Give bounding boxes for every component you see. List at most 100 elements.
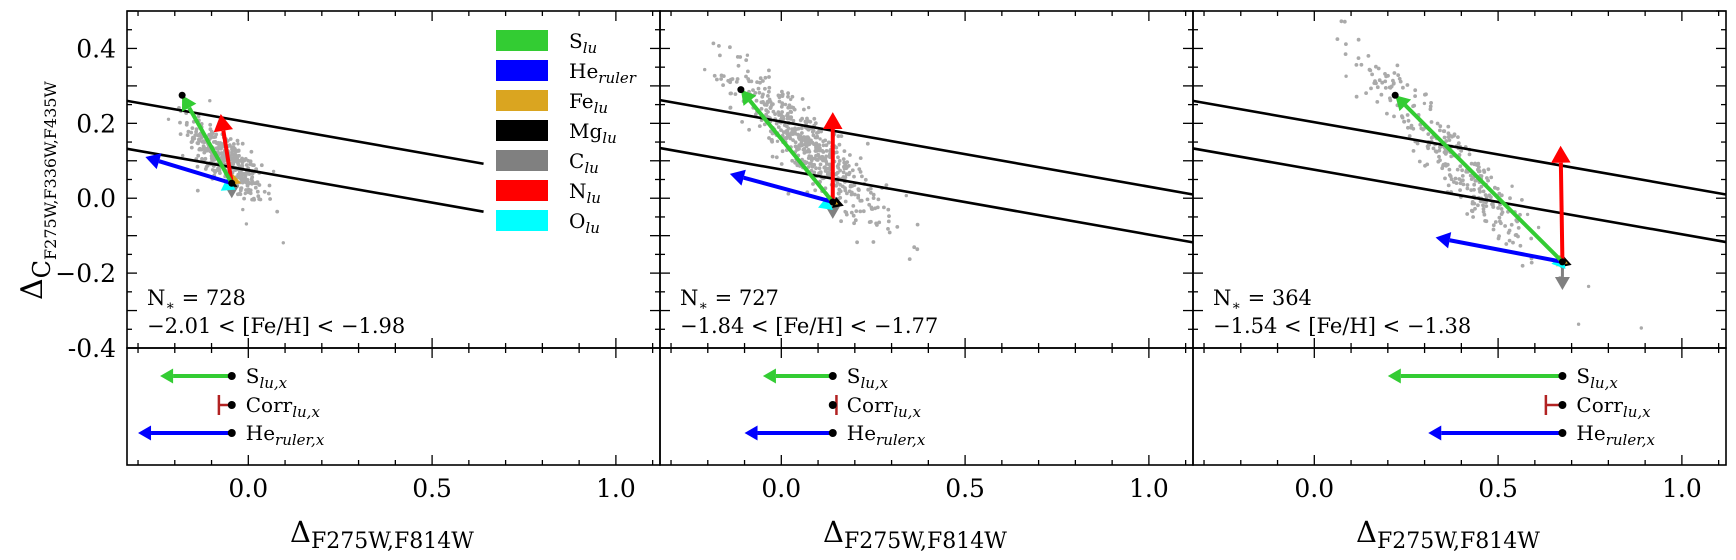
scatter-point	[844, 172, 849, 177]
scatter-point	[1369, 86, 1373, 91]
scatter-point	[767, 85, 772, 90]
scatter-point	[863, 177, 868, 182]
scatter-point	[834, 150, 839, 155]
bottom-dot	[1558, 372, 1567, 380]
scatter-point	[857, 167, 862, 172]
scatter-point	[189, 145, 194, 150]
scatter-point	[1477, 187, 1482, 191]
scatter-point	[235, 138, 240, 143]
scatter-point	[236, 148, 241, 153]
scatter-point	[788, 136, 793, 141]
star-count: N∗ = 364	[1213, 286, 1312, 314]
scatter-point	[1444, 163, 1448, 168]
scatter-point	[745, 53, 750, 57]
scatter-point	[1413, 88, 1418, 93]
scatter-point	[797, 137, 802, 142]
scatter-point	[816, 130, 821, 135]
scatter-point	[1438, 124, 1443, 129]
scatter-point	[1484, 204, 1489, 209]
scatter-point	[774, 155, 779, 160]
scatter-point	[1460, 174, 1465, 178]
scatter-point	[849, 210, 854, 215]
scatter-point	[845, 191, 849, 196]
scatter-point	[248, 191, 253, 196]
bottom-frame	[126, 347, 661, 466]
scatter-point	[1373, 79, 1377, 83]
scatter-point	[802, 151, 807, 155]
bottom-label: Slu,x	[1576, 364, 1618, 392]
x-tick-label: 1.0	[1662, 474, 1702, 503]
scatter-point	[1638, 380, 1641, 383]
scatter-point	[834, 145, 839, 150]
scatter-point	[196, 141, 201, 146]
scatter-point	[843, 199, 848, 204]
scatter-point	[744, 74, 748, 79]
scatter-point	[843, 209, 847, 214]
scatter-point	[915, 222, 920, 227]
scatter-point	[1467, 152, 1472, 157]
scatter-point	[802, 107, 806, 112]
scatter-point	[1518, 243, 1523, 248]
scatter-point	[268, 197, 272, 201]
scatter-point	[751, 88, 755, 92]
scatter-point	[871, 192, 876, 197]
scatter-point	[203, 148, 208, 153]
scatter-point	[912, 245, 917, 250]
x-tick-label: 0.5	[412, 474, 452, 503]
scatter-point	[178, 132, 183, 137]
scatter-point	[1479, 174, 1484, 178]
scatter-point	[1491, 223, 1496, 228]
scatter-point	[239, 186, 243, 191]
scatter-point	[1446, 183, 1451, 188]
scatter-point	[236, 192, 240, 197]
scatter-point	[779, 104, 784, 109]
scatter-point	[205, 163, 210, 168]
scatter-point	[852, 174, 856, 179]
scatter-point	[763, 75, 768, 80]
scatter-point	[1493, 185, 1497, 190]
scatter-point	[836, 191, 841, 196]
scatter-point	[851, 213, 856, 218]
scatter-point	[770, 154, 775, 159]
scatter-point	[1456, 135, 1460, 140]
scatter-point	[1586, 284, 1591, 289]
scatter-point	[747, 127, 751, 132]
scatter-point	[189, 140, 194, 145]
scatter-point	[866, 187, 871, 192]
scatter-point	[1452, 132, 1457, 137]
scatter-point	[882, 205, 886, 210]
scatter-point	[209, 156, 214, 161]
bottom-label: Corrlu,x	[246, 393, 321, 421]
scatter-point	[166, 117, 171, 122]
scatter-point	[816, 154, 821, 159]
svg-text:ΔCF275W,F336W,F435W: ΔCF275W,F336W,F435W	[15, 81, 60, 300]
vector-s-shaft	[187, 106, 234, 185]
scatter-point	[762, 122, 767, 127]
scatter-point	[1429, 101, 1433, 105]
scatter-point	[835, 180, 840, 185]
scatter-point	[825, 172, 830, 177]
scatter-point	[218, 171, 222, 176]
scatter-point	[220, 154, 225, 158]
scatter-point	[827, 153, 832, 158]
scatter-point	[236, 142, 240, 146]
legend-swatch-fe	[496, 90, 548, 111]
scatter-point	[1498, 202, 1502, 207]
vector-s-head	[1395, 95, 1412, 112]
scatter-point	[1379, 92, 1384, 97]
scatter-point	[836, 165, 841, 170]
scatter-point	[837, 142, 842, 147]
vector-he-shaft	[1449, 238, 1563, 264]
scatter-point	[1433, 149, 1438, 154]
scatter-point	[818, 146, 822, 151]
scatter-point	[801, 135, 806, 139]
scatter-point	[1452, 180, 1456, 184]
scatter-point	[766, 94, 770, 98]
legend-swatch-s	[496, 30, 548, 51]
scatter-point	[196, 114, 201, 119]
vector-s-head	[181, 95, 197, 112]
bottom-dot	[227, 372, 236, 380]
scatter-point	[812, 142, 816, 147]
scatter-point	[763, 86, 767, 91]
